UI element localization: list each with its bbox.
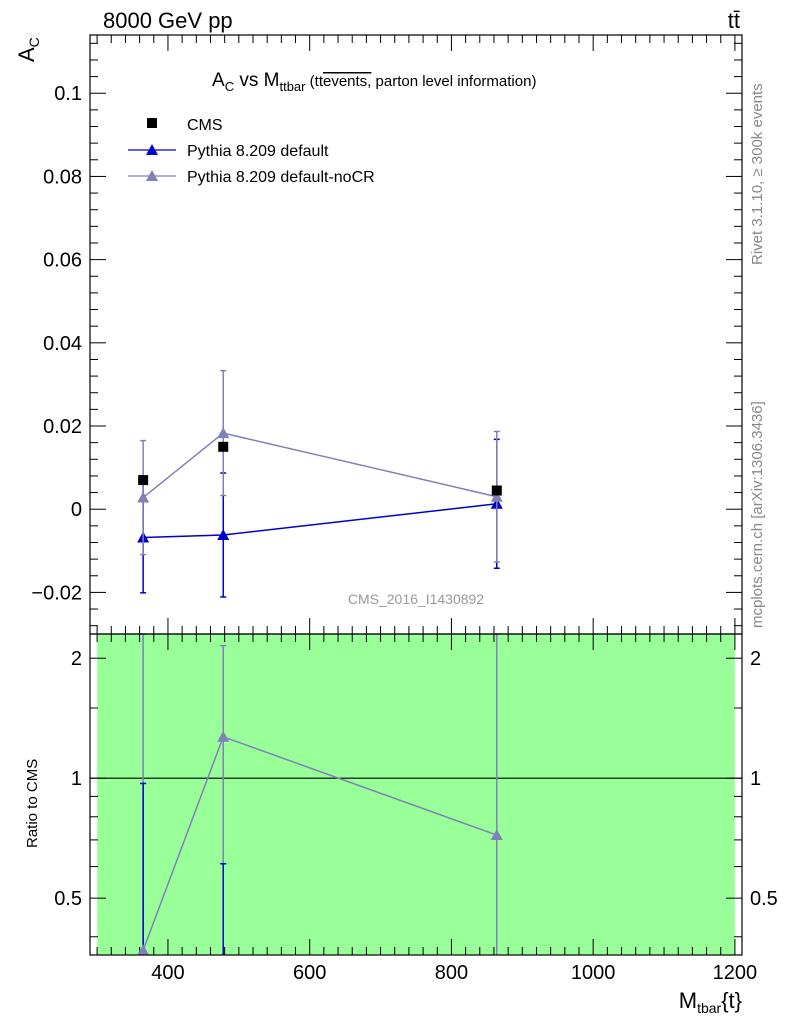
- title-a: A: [212, 70, 225, 91]
- x-tick-label: 800: [435, 962, 468, 984]
- main-y-tick-label: 0.08: [43, 166, 82, 188]
- plot-title: AC vs Mttbar (ttevents, parton level inf…: [212, 70, 536, 94]
- ratio-y-axis-label: Ratio to CMS: [24, 759, 41, 848]
- main-y-tick-label: 0.02: [43, 416, 82, 438]
- main-y-axis-label-main: A: [14, 47, 39, 62]
- cms-data-point: [491, 485, 502, 496]
- ratio-band-layer: [97, 634, 735, 955]
- ratio-y-tick-label: 0.5: [54, 888, 82, 910]
- legend-marker-pythia-nocr: [146, 170, 158, 181]
- energy-label: 8000 GeV pp: [103, 8, 233, 33]
- x-axis-label: Mtbar{t}: [679, 988, 742, 1016]
- ratio-y-tick-label-right: 1: [750, 768, 761, 790]
- pythia-nocr-line: [142, 432, 497, 499]
- legend-label-pythia-nocr: Pythia 8.209 default-noCR: [187, 169, 375, 186]
- pythia-default-point: [217, 528, 230, 540]
- mcplots-url-text: mcplots.cern.ch [arXiv:1306.3436]: [749, 401, 766, 628]
- ratio-panel-frame: [89, 633, 743, 956]
- title-overline-text: events,: [323, 73, 371, 90]
- x-tick-label: 400: [151, 962, 184, 984]
- pythia-nocr-point: [490, 490, 503, 502]
- pythia-nocr-point: [217, 427, 230, 439]
- main-axes: −0.02 0 0.02 0.04 0.06 0.08 0.1: [31, 35, 742, 634]
- main-y-tick-label: −0.02: [31, 582, 82, 604]
- rivet-version-text: Rivet 3.1.10, ≥ 300k events: [749, 83, 766, 265]
- legend-label-cms: CMS: [187, 117, 223, 134]
- title-vs: vs M: [234, 70, 279, 91]
- legend-marker-pythia-default: [146, 144, 158, 155]
- main-y-tick-label: 0: [71, 499, 82, 521]
- ratio-y-tick-label: 1: [71, 768, 82, 790]
- pythia-nocr-point: [137, 491, 150, 503]
- main-y-tick-label: 0.04: [43, 333, 82, 355]
- ratio-y-tick-label-right: 0.5: [750, 888, 778, 910]
- main-y-tick-label: 0.1: [54, 83, 82, 105]
- legend: CMS Pythia 8.209 default Pythia 8.209 de…: [128, 117, 375, 186]
- x-tick-label: 600: [293, 962, 326, 984]
- ratio-nocr-point: [137, 944, 150, 956]
- ratio-series: [137, 633, 503, 956]
- main-y-axis-label-sub: C: [26, 37, 42, 47]
- main-y-axis-label: AC: [14, 37, 42, 62]
- ratio-uncertainty-band: [97, 634, 735, 955]
- ratio-nocr-point: [490, 829, 503, 841]
- main-y-tick-label: 0.06: [43, 250, 82, 272]
- ratio-y-tick-label-right: 2: [750, 648, 761, 670]
- title-vs-sub: ttbar: [279, 79, 306, 94]
- analysis-watermark: CMS_2016_I1430892: [348, 591, 484, 607]
- x-axis-label-tail: {t}: [721, 988, 742, 1013]
- x-axis-label-main: M: [679, 988, 697, 1013]
- x-tick-label: 1000: [571, 962, 616, 984]
- ratio-y-tick-label: 2: [71, 648, 82, 670]
- title-paren-rest: parton level information): [371, 73, 536, 90]
- main-series: [137, 369, 503, 598]
- x-tick-label: 1200: [713, 962, 758, 984]
- cms-data-point: [218, 441, 229, 452]
- process-label: tt̄: [728, 8, 740, 33]
- legend-label-pythia-default: Pythia 8.209 default: [187, 143, 329, 160]
- ratio-nocr-point: [217, 730, 230, 742]
- ratio-axes: 0.5 0.5 1 1 2 2 400 600 800 1000 1200: [54, 634, 778, 984]
- cms-data-point: [138, 475, 149, 486]
- pythia-default-line: [143, 503, 497, 539]
- title-paren-open: (tt: [305, 73, 323, 90]
- title-a-sub: C: [225, 79, 234, 94]
- x-axis-label-sub: tbar: [697, 1000, 721, 1016]
- legend-marker-cms: [147, 118, 157, 128]
